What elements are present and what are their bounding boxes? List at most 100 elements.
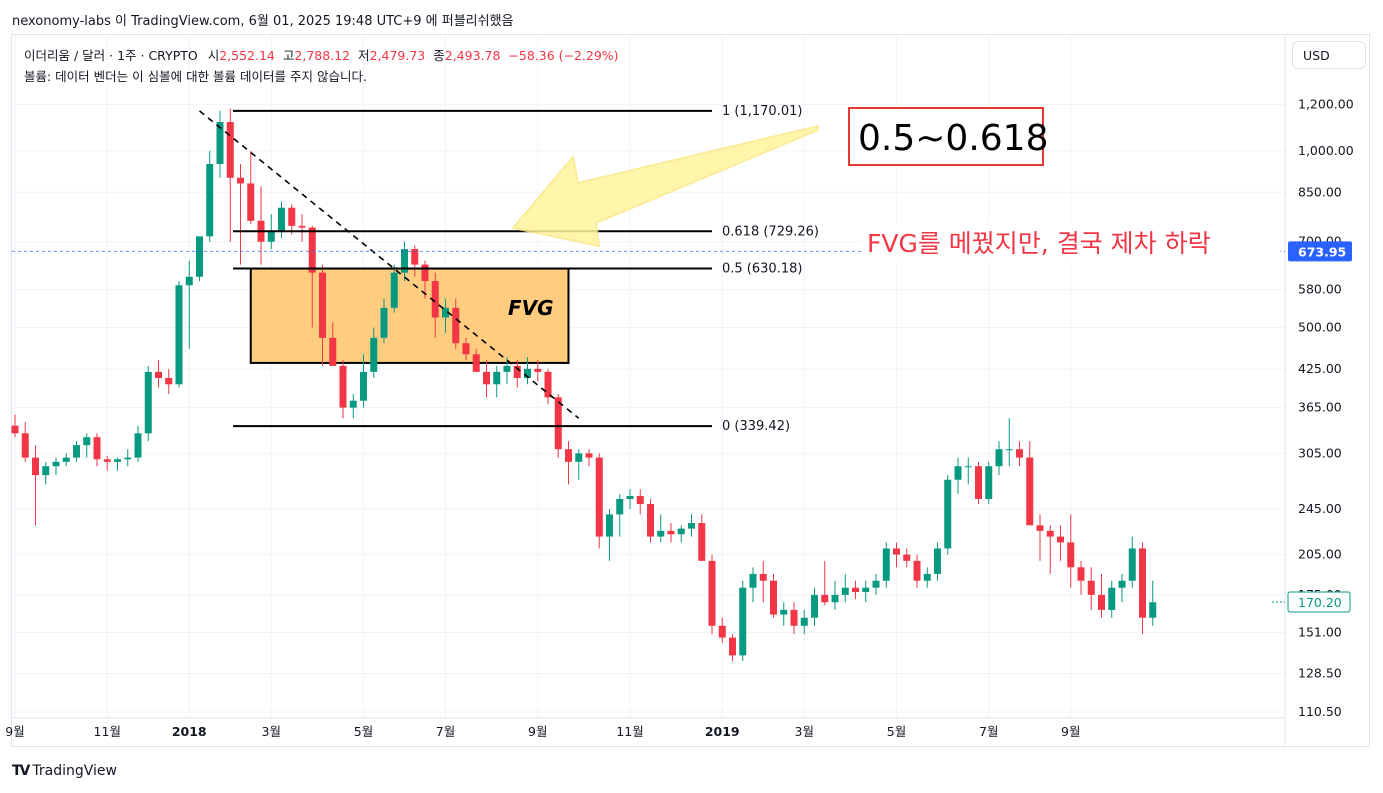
candle-body	[1057, 536, 1064, 543]
x-tick-label: 2018	[172, 724, 207, 739]
candle-body	[452, 307, 460, 344]
candle	[206, 150, 214, 242]
volume-note: 볼륨: 데이터 벤더는 이 심볼에 대한 볼륨 데이터를 주지 않습니다.	[24, 69, 367, 84]
candle-body	[144, 371, 152, 434]
candle	[308, 225, 316, 328]
candle	[595, 453, 603, 549]
highlight-arrow	[511, 124, 819, 248]
x-tick-label: 3월	[795, 724, 814, 739]
x-tick-label: 7월	[436, 724, 455, 739]
fib-level-label: 1 (1,170.01)	[722, 104, 802, 119]
candle	[370, 327, 378, 379]
candle-body	[339, 365, 347, 408]
tradingview-logo[interactable]: TV TradingView	[12, 763, 117, 779]
candle	[32, 445, 39, 526]
candle	[913, 554, 921, 588]
candle-body	[985, 466, 993, 499]
candle-body	[421, 264, 429, 282]
candle	[1118, 573, 1126, 603]
candle	[893, 542, 900, 568]
candle	[155, 360, 162, 388]
candle	[954, 457, 962, 495]
candle	[821, 560, 829, 606]
candle-body	[677, 528, 685, 535]
candle-body	[770, 580, 777, 615]
candle-body	[667, 530, 675, 535]
candle	[688, 514, 695, 537]
x-tick-label: 7월	[979, 724, 998, 739]
currency-button[interactable]: USD	[1292, 41, 1366, 69]
candle	[616, 494, 624, 537]
candle	[831, 580, 839, 610]
candle-body	[749, 573, 757, 588]
candle-body	[626, 495, 634, 499]
candle-body	[852, 587, 859, 592]
candle-body	[42, 466, 50, 476]
candle-body	[329, 337, 337, 366]
candle	[329, 322, 337, 366]
fvg-zone	[249, 267, 570, 364]
candle	[934, 542, 941, 581]
candle	[42, 461, 50, 485]
x-tick-label: 5월	[887, 724, 906, 739]
candle-body	[349, 400, 357, 408]
candle-body	[882, 548, 890, 581]
ratio-annotation-box	[848, 107, 1044, 166]
candle	[749, 567, 757, 603]
candle	[944, 475, 952, 555]
candle	[780, 602, 788, 626]
y-tick-label: 850.00	[1298, 184, 1342, 199]
candle	[62, 453, 70, 467]
candle	[770, 573, 777, 618]
candle-body	[1046, 530, 1054, 537]
candle	[103, 455, 111, 471]
last-price-badge	[1287, 591, 1351, 613]
candle	[165, 368, 173, 395]
candle	[677, 525, 685, 543]
candle	[1098, 573, 1105, 618]
x-tick-label: 11월	[94, 724, 121, 739]
candle	[544, 368, 552, 405]
candle-body	[1026, 457, 1034, 526]
brand-name: TradingView	[32, 763, 117, 779]
candle	[11, 414, 19, 438]
candle-body	[698, 523, 706, 561]
candle	[790, 602, 798, 635]
candle	[1026, 441, 1034, 526]
symbol-name: 이더리움 / 달러 · 1주 · CRYPTO	[24, 48, 198, 63]
candle-body	[1108, 587, 1116, 610]
candle	[565, 441, 572, 485]
candle	[882, 542, 890, 588]
y-tick-label: 580.00	[1298, 282, 1342, 297]
candle-body	[636, 495, 644, 505]
fvg-annotation-text: FVG를 메꿨지만, 결국 제차 하락	[867, 229, 1211, 258]
candle-body	[831, 594, 839, 603]
candle-body	[11, 425, 19, 434]
candle	[903, 548, 911, 568]
open-value: 2,552.14	[219, 48, 275, 63]
fvg-label: FVG	[508, 296, 554, 320]
candle-body	[729, 637, 736, 656]
y-tick-label: 205.00	[1298, 547, 1342, 562]
candle-body	[62, 457, 70, 462]
candle	[278, 201, 285, 239]
candle-body	[739, 587, 747, 656]
candle-body	[616, 498, 624, 515]
x-tick-label: 9월	[1061, 724, 1080, 739]
candle	[483, 360, 490, 398]
y-tick-label: 500.00	[1298, 319, 1342, 334]
current-price-badge	[1288, 241, 1352, 262]
x-tick-label: 11월	[616, 724, 643, 739]
candle-body	[975, 466, 982, 499]
chart-frame	[11, 34, 1370, 747]
candle	[493, 365, 501, 398]
candle-body	[1139, 548, 1146, 618]
candle	[585, 449, 593, 467]
candle-body	[216, 122, 224, 164]
candle	[729, 634, 736, 661]
fib-level-label: 0 (339.42)	[722, 419, 790, 434]
candle-body	[964, 466, 972, 468]
candle-body	[893, 548, 900, 555]
candle	[462, 337, 470, 361]
